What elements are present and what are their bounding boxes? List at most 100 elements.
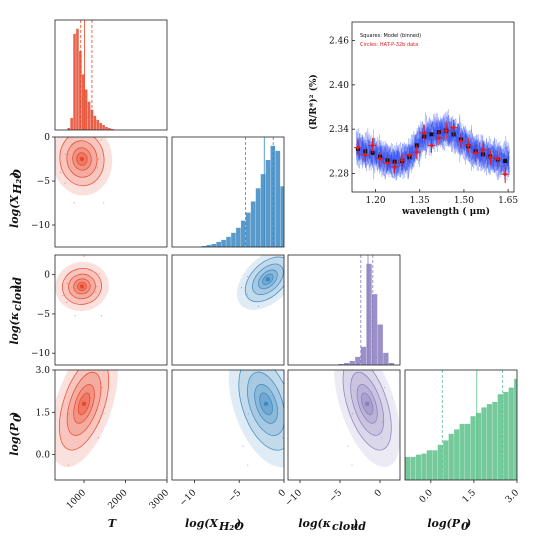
- x-tick-label-logP: 1.5: [461, 488, 478, 505]
- x-tick-label-logK: −5: [328, 488, 345, 505]
- sample-point: [351, 464, 353, 466]
- histogram-bar-T: [93, 115, 97, 130]
- sample-point: [100, 139, 102, 141]
- histogram-bar-T: [96, 119, 100, 130]
- sample-point: [282, 437, 284, 439]
- histogram-bar-logK: [377, 324, 383, 365]
- sample-point: [95, 291, 97, 293]
- histogram-bar-T: [102, 124, 105, 130]
- sample-point: [63, 445, 65, 447]
- sample-point: [64, 182, 66, 184]
- panel-frame-diag-logX: [171, 136, 285, 248]
- data-point: [371, 143, 375, 148]
- sample-point: [287, 284, 288, 285]
- sample-point: [73, 202, 75, 204]
- sample-point: [103, 202, 105, 204]
- sample-point: [360, 500, 361, 501]
- model-spectrum-sample: [356, 113, 510, 181]
- y-axis-label-log-x-h2o: log(X: [8, 195, 21, 228]
- corner-panels: 1000 2000 3000 −10 −5 0−10 −5 0 0.0 1.5 3.00−5−100…: [31, 19, 521, 511]
- histogram-bar-T: [99, 122, 102, 130]
- histogram-bar-logP: [508, 387, 514, 480]
- y-axis-label-log-x-h2o-sub: H₂O: [11, 169, 24, 195]
- data-point: [378, 157, 382, 161]
- panel-frame-diag-logP: [404, 369, 518, 481]
- correlation-logK-logP: [334, 333, 400, 501]
- sample-point: [100, 315, 102, 317]
- sample-point: [246, 293, 248, 295]
- histogram-bar-logP: [514, 378, 517, 480]
- histogram-bar-logX: [236, 227, 241, 247]
- y-tick-label-logK: −10: [31, 349, 50, 359]
- histogram-bar-logP: [448, 433, 454, 480]
- y-tick-label-logK: −5: [37, 310, 51, 320]
- y-tick-label-logX: 0: [44, 133, 50, 143]
- data-point: [407, 153, 412, 157]
- histogram-bar-logP: [443, 440, 449, 480]
- sample-point: [241, 287, 243, 289]
- sample-point: [74, 315, 76, 317]
- data-point: [393, 165, 397, 169]
- correlation-T-logP: [55, 333, 118, 501]
- histogram-bar-logK: [366, 263, 372, 365]
- sample-point: [352, 333, 353, 334]
- model-spectrum-sample: [356, 117, 510, 179]
- density-peak: [79, 284, 85, 289]
- spectrum-y-tick-label: 2.34: [329, 125, 349, 135]
- x-tick-label-logP: 0.0: [418, 488, 435, 505]
- y-axis-label-log-p0-sub: 0: [11, 414, 24, 422]
- histogram-bar-logX: [255, 188, 261, 247]
- y-tick-label-logX: −5: [37, 177, 51, 187]
- histogram-bar-logK: [349, 360, 355, 365]
- y-axis-label-log-kappa-cloud-sub: cloud: [11, 277, 24, 311]
- correlation-T-logK: [55, 253, 109, 317]
- spectrum-legend-data: Circles: HAT-P-32b data: [360, 42, 418, 48]
- x-axis-label-log-x-h2o-sub: H₂O: [218, 520, 244, 533]
- sample-point: [65, 153, 67, 156]
- sample-point: [247, 276, 249, 278]
- spectrum-y-tick-label: 2.40: [329, 81, 349, 91]
- sample-point: [257, 305, 260, 307]
- sample-point: [65, 109, 66, 110]
- correlation-T-logX: [55, 109, 113, 204]
- sample-point: [67, 253, 68, 254]
- histogram-bar-logX: [250, 201, 256, 247]
- model-binned-square: [429, 132, 434, 137]
- histogram-bar-logP: [459, 423, 465, 480]
- histogram-bar-T: [67, 127, 71, 130]
- model-spectrum-sample: [356, 114, 510, 180]
- histogram-bar-logX: [206, 244, 212, 247]
- x-axis-label-log-x-h2o-close: ): [235, 517, 241, 530]
- model-spectrum-sample: [356, 109, 510, 180]
- data-point: [415, 150, 419, 154]
- histogram-bar-logX: [211, 243, 217, 247]
- y-axis-label-log-kappa-cloud-close: ): [8, 285, 21, 291]
- histogram-bar-logX: [216, 241, 221, 247]
- histogram-bar-logP: [426, 450, 432, 480]
- sample-point: [104, 500, 105, 501]
- histogram-bar-logX: [275, 150, 281, 247]
- sample-point: [68, 333, 69, 334]
- model-binned-square: [503, 158, 508, 163]
- histogram-bar-logP: [415, 454, 422, 480]
- sample-point: [66, 282, 68, 285]
- histogram-bar-T: [84, 89, 88, 130]
- histogram-bar-logX: [270, 145, 276, 247]
- data-point: [474, 151, 478, 155]
- histogram-bar-T: [111, 128, 114, 130]
- histogram-bar-logX: [265, 159, 271, 247]
- model-spectrum-sample: [356, 118, 510, 180]
- x-axis-label-log-kappa-cloud-close: ): [352, 517, 358, 530]
- sample-point: [247, 249, 248, 250]
- data-point: [496, 157, 500, 161]
- panel-frame-logX-logK: [171, 254, 285, 366]
- sample-point: [86, 340, 87, 341]
- spectrum-inset: 1.20 1.35 1.50 1.65 2.28 2.34 2.40 2.46: [329, 21, 518, 206]
- spectrum-y-tick-label: 2.28: [329, 170, 349, 180]
- x-tick-label-T: 1000: [65, 488, 88, 511]
- histogram-bar-logX: [231, 232, 236, 247]
- model-spectrum-sample: [356, 114, 510, 179]
- histogram-bar-logK: [372, 294, 378, 365]
- x-axis-label-log-x-h2o: log(X: [185, 517, 218, 530]
